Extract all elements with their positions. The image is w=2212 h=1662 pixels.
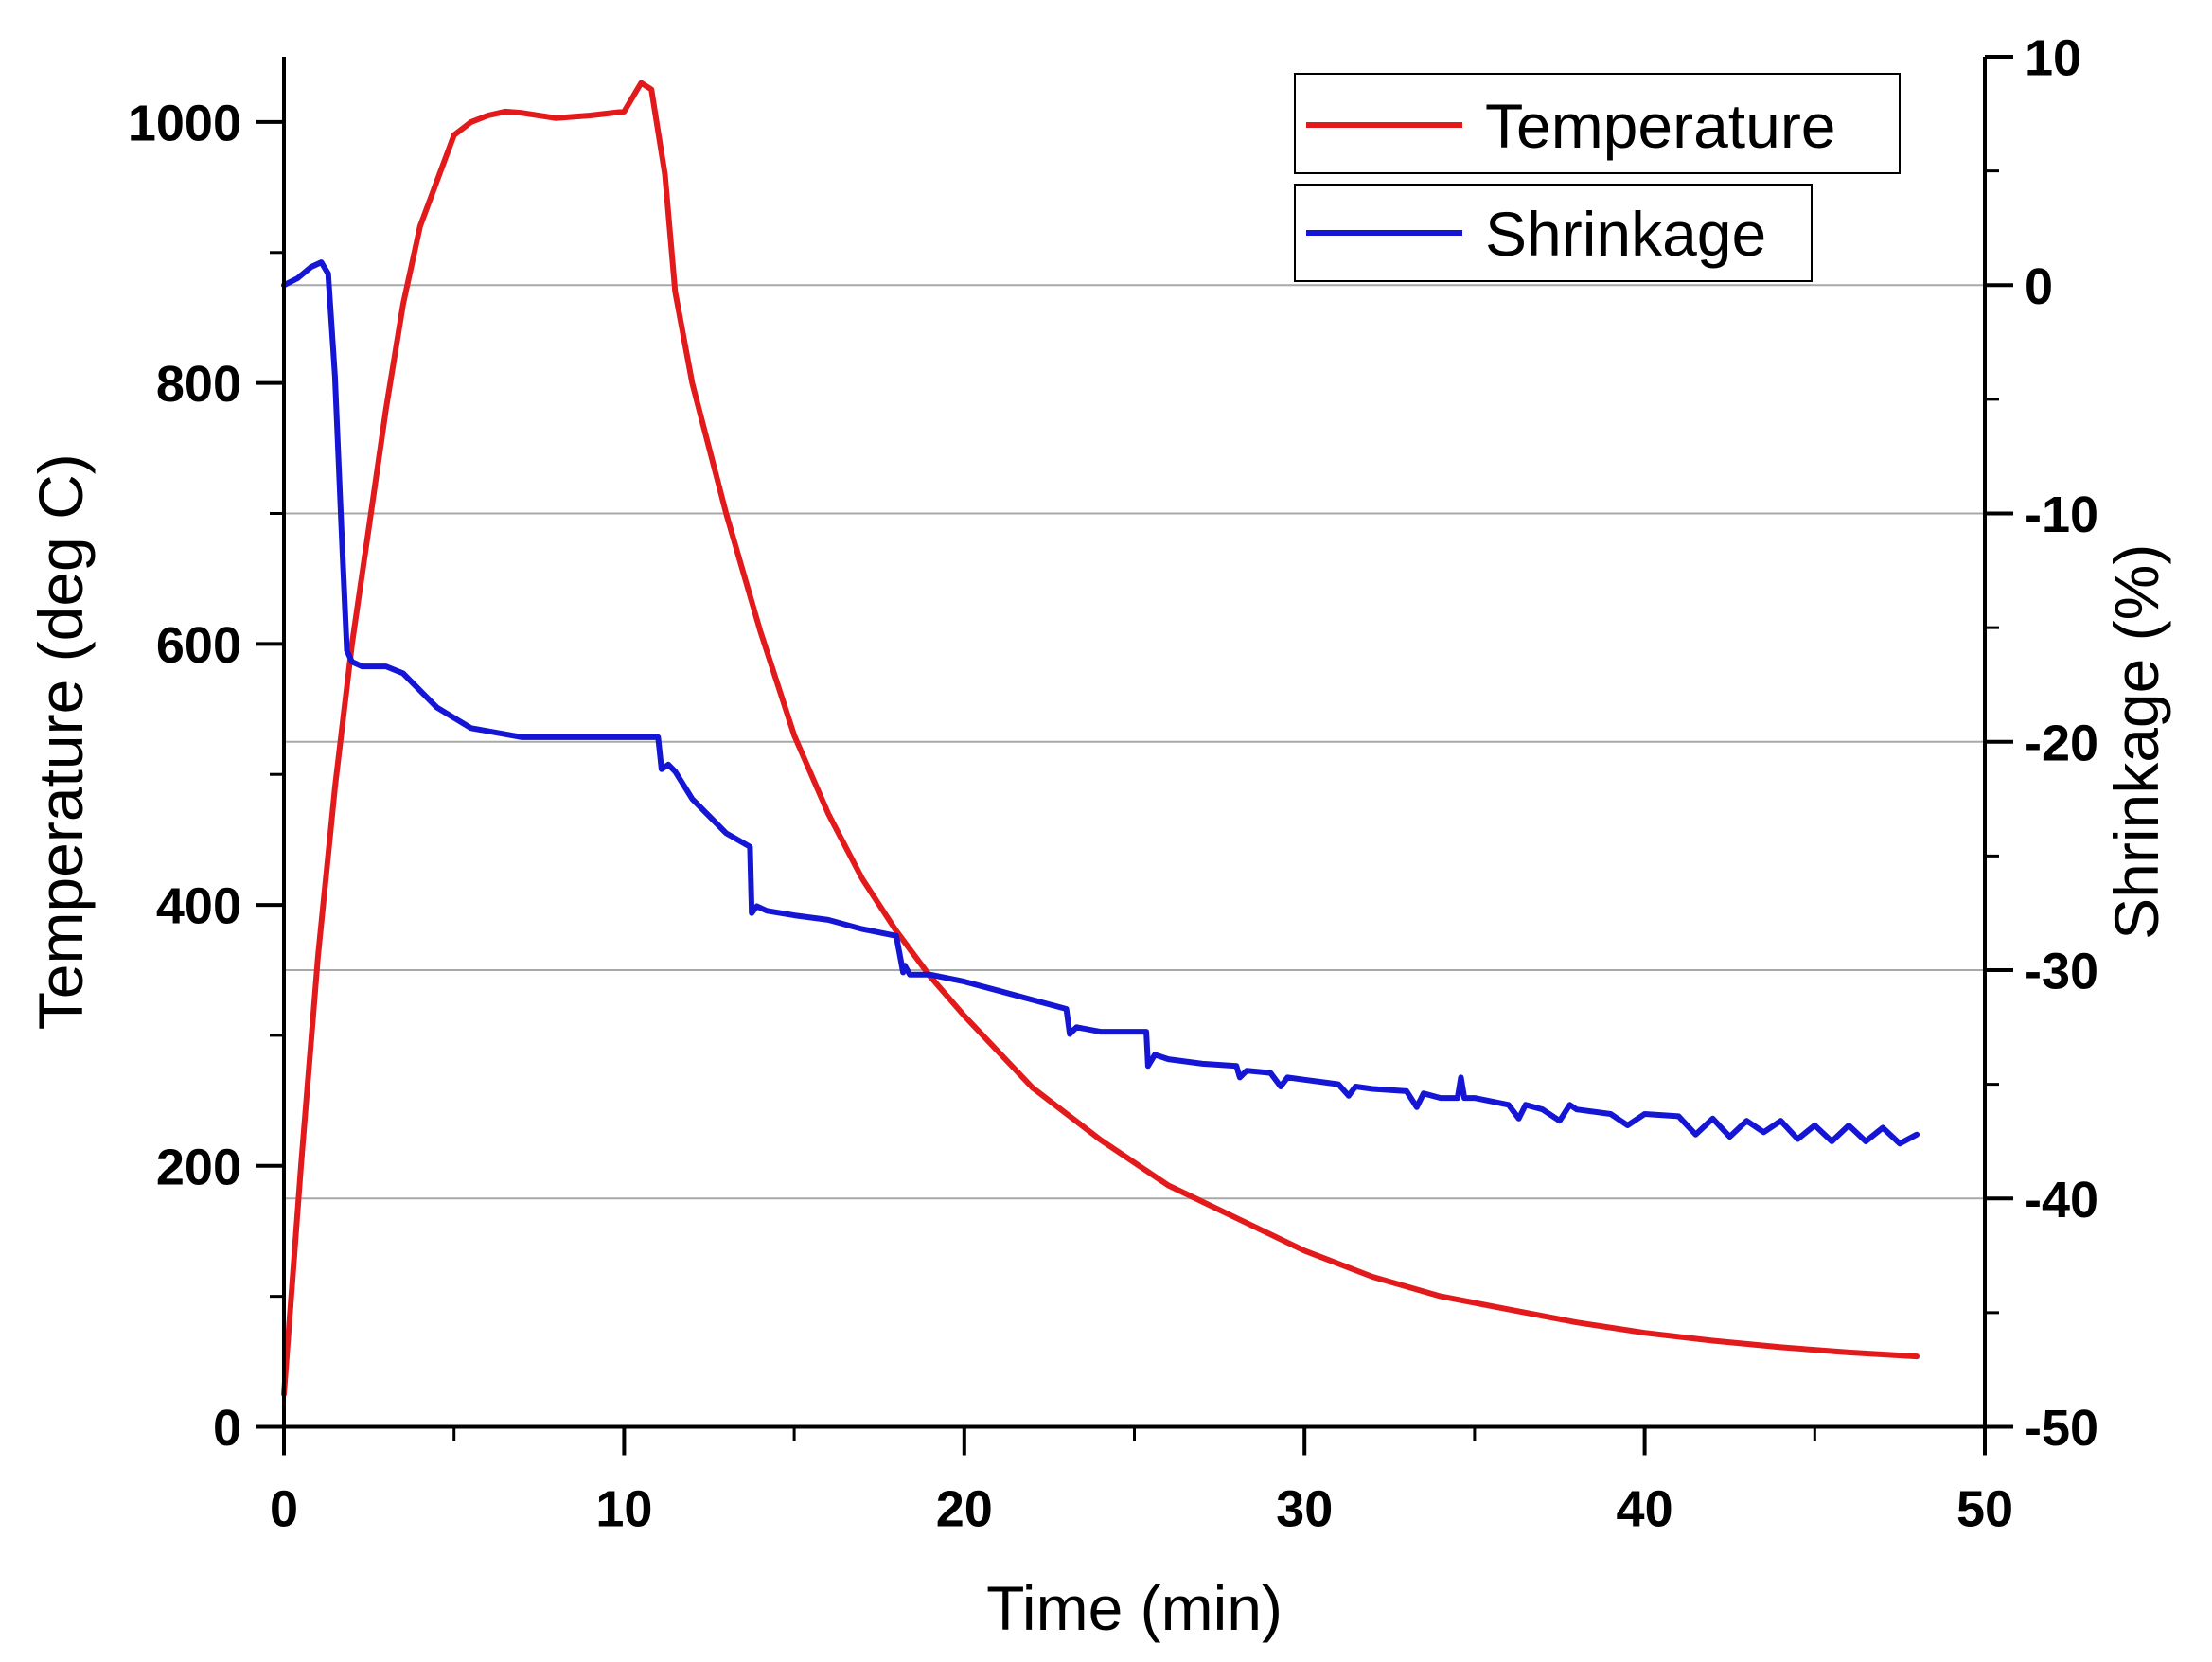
gridlines — [284, 284, 1985, 1200]
y-left-axis-title: Temperature (deg C) — [26, 453, 96, 1030]
y-right-tick-label: -30 — [2025, 944, 2098, 1000]
y-left-tick-label: 600 — [156, 617, 241, 674]
y-left-tick-label: 800 — [156, 356, 241, 413]
series-layer — [281, 80, 1920, 1397]
y-right-tick-label: -20 — [2025, 715, 2098, 771]
x-axis-ticks: 0 10 20 30 40 50 — [270, 1426, 2013, 1538]
x-axis-title: Time (min) — [986, 1573, 1283, 1643]
x-tick-label: 50 — [1956, 1481, 2013, 1538]
legend: Temperature Shrinkage — [1294, 73, 1901, 282]
y-left-tick-label: 0 — [213, 1400, 241, 1457]
x-tick-label: 20 — [936, 1481, 993, 1538]
y-right-tick-label: -50 — [2025, 1400, 2098, 1457]
y-left-tick-label: 400 — [156, 878, 241, 935]
x-tick-label: 40 — [1617, 1481, 1673, 1538]
series-line-temperature — [281, 80, 1920, 1397]
legend-label-shrinkage: Shrinkage — [1485, 199, 1766, 269]
y-right-tick-label: 0 — [2025, 258, 2053, 315]
x-tick-label: 10 — [595, 1481, 652, 1538]
y-left-tick-label: 1000 — [128, 95, 241, 151]
y-left-axis-ticks: 0 200 400 600 800 1000 — [128, 95, 284, 1457]
legend-label-temperature: Temperature — [1485, 91, 1836, 161]
y-left-tick-label: 200 — [156, 1139, 241, 1195]
series-line-shrinkage — [281, 259, 1920, 1147]
axes: 0 10 20 30 40 50 0 200 400 600 800 1000 10 0 -10 -20 -… — [128, 30, 2098, 1538]
y-right-axis-title: Shrinkage (%) — [2101, 544, 2171, 940]
y-right-axis-ticks: 10 0 -10 -20 -30 -40 -50 — [1985, 30, 2098, 1457]
y-right-tick-label: -10 — [2025, 486, 2098, 543]
y-right-tick-label: 10 — [2025, 30, 2081, 87]
x-tick-label: 0 — [270, 1481, 298, 1538]
x-tick-label: 30 — [1276, 1481, 1333, 1538]
y-right-tick-label: -40 — [2025, 1172, 2098, 1229]
